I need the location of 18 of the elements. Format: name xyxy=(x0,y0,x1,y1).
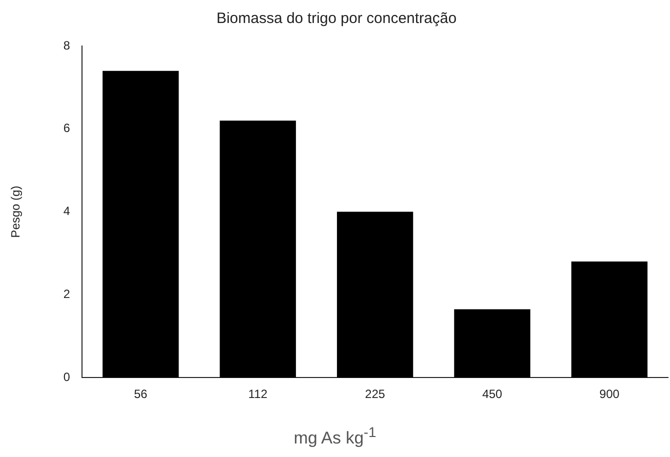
bar xyxy=(571,262,648,378)
chart-title: Biomassa do trigo por concentração xyxy=(216,10,457,28)
bar xyxy=(220,120,296,378)
bar xyxy=(336,212,414,378)
y-tick-label: 2 xyxy=(63,287,70,302)
x-axis-title: mg As kg$^{-1}$ xyxy=(292,425,378,449)
x-tick-label: 112 xyxy=(248,387,268,402)
y-axis-title: Pesgo (g) xyxy=(8,186,23,238)
bar xyxy=(454,309,530,378)
x-tick-label: 56 xyxy=(134,387,148,402)
y-tick-label: 8 xyxy=(63,38,70,52)
x-tick-label: 450 xyxy=(482,387,503,402)
bar xyxy=(102,70,179,378)
y-tick-label: 0 xyxy=(63,370,70,384)
y-tick-label: 4 xyxy=(63,204,70,218)
x-tick-label: 900 xyxy=(599,387,620,402)
x-tick-label: 225 xyxy=(365,387,386,402)
y-tick-label: 6 xyxy=(63,121,70,136)
